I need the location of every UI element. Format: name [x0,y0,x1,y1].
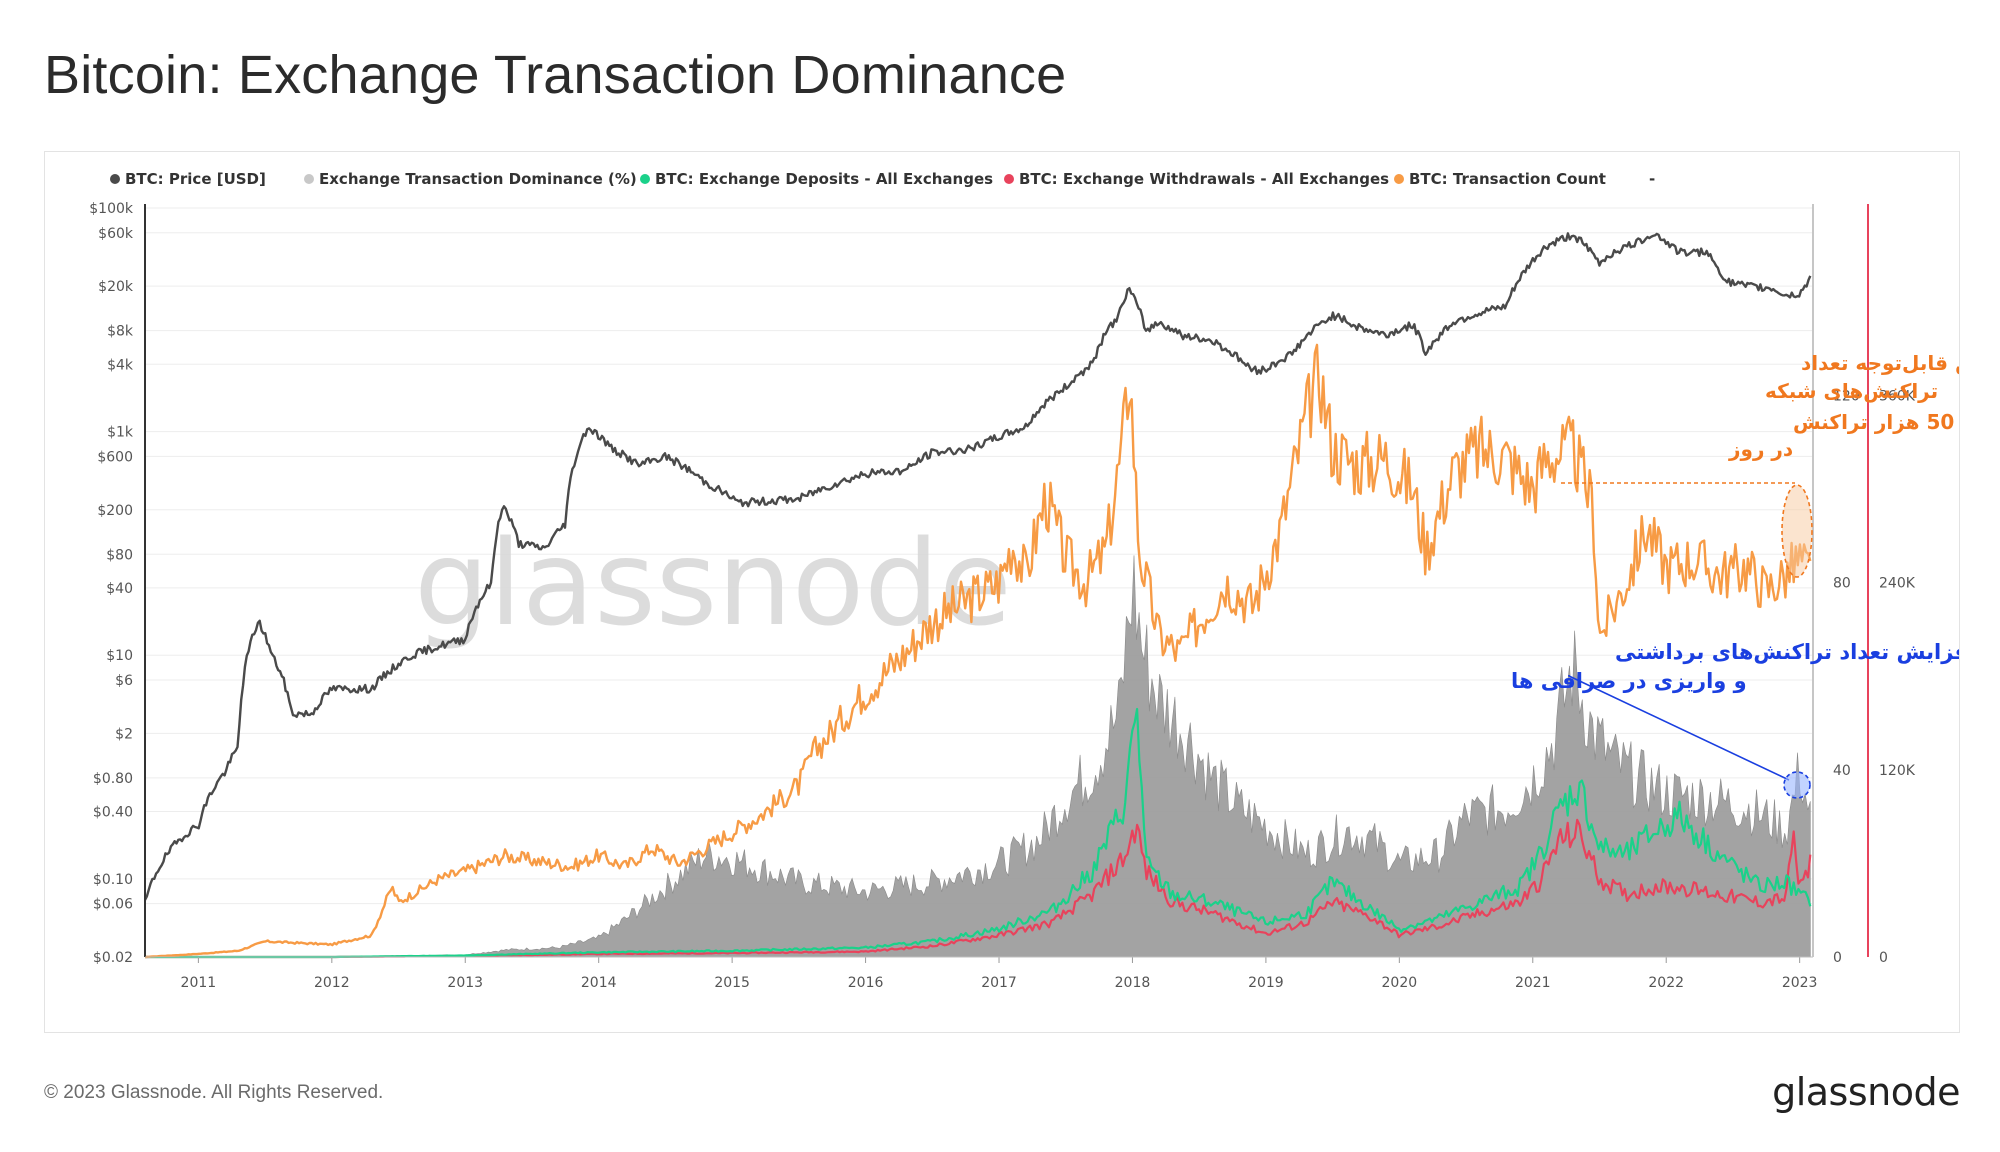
legend-item: BTC: Exchange Deposits - All Exchanges [640,170,993,188]
y-right-count-tick: 120K [1879,763,1916,779]
x-tick-label: 2018 [1115,975,1151,991]
y-tick-label: $0.40 [93,805,133,821]
y-tick-label: $10 [106,648,133,664]
legend-item: - [1649,170,1655,188]
y-tick-label: $0.06 [93,897,133,913]
annotation-orange-sub-2: در روز [1728,437,1793,461]
y-tick-label: $80 [106,547,133,563]
legend-marker [110,174,120,184]
annotation-blue-2: و واریزی در صرافی ها [1511,669,1747,693]
y-tick-label: $600 [97,449,133,465]
x-tick-label: 2012 [314,975,350,991]
legend-item: BTC: Transaction Count [1394,170,1606,188]
y-tick-label: $6 [115,673,133,689]
legend-item: BTC: Price [USD] [110,170,266,188]
y-right-count-tick: 240K [1879,576,1916,592]
y-tick-label: $1k [107,425,134,441]
annotation-blue-line [1568,675,1790,781]
x-tick-label: 2019 [1248,975,1284,991]
brand-logo: glassnode [1772,1070,1960,1114]
x-tick-label: 2013 [447,975,483,991]
chart-container: glassnode $100k $60k $20k $8k $4k $1k $600 $200… [44,151,1960,1033]
y-tick-label: $4k [107,357,134,373]
y-tick-label: $20k [98,279,134,295]
y-tick-label: $60k [98,226,134,242]
annotation-orange-ellipse [1781,484,1813,578]
legend-marker [1004,174,1014,184]
y-tick-label: $8k [107,324,134,340]
legend-label: Exchange Transaction Dominance (%) [319,170,637,188]
y-tick-label: $200 [97,503,133,519]
y-tick-label: $100k [89,201,134,217]
legend-marker [1394,174,1404,184]
y-tick-label: $0.80 [93,771,133,787]
legend-label: BTC: Price [USD] [125,170,266,188]
y-right-dominance-tick: 80 [1833,576,1851,592]
x-tick-label: 2011 [181,975,217,991]
y-tick-label: $40 [106,581,133,597]
x-tick-label: 2017 [981,975,1017,991]
series-line-btc-exchange-deposits-all-exchanges [145,707,1812,959]
y-right-count-tick: 0 [1879,950,1888,966]
annotation-blue-1: عدم افزایش تعداد تراکنش‌های برداشتی [1615,640,1959,664]
legend-item: Exchange Transaction Dominance (%) [304,170,637,188]
y-right-dominance-tick: 0 [1833,950,1842,966]
x-tick-label: 2021 [1515,975,1551,991]
legend-label: BTC: Exchange Deposits - All Exchanges [655,170,993,188]
x-tick-label: 2020 [1382,975,1418,991]
annotations: افزایش قابل‌توجه تعداد تراکنش‌های شبکه بیش… [1511,351,1959,799]
axes: $100k$60k$20k$8k$4k$1k$600$200$80$40$10$… [89,201,1915,991]
legend-marker [640,174,650,184]
annotation-orange-title-1: افزایش قابل‌توجه تعداد [1801,351,1959,375]
series-lines [143,232,1812,959]
series-line-btc-price-usd- [143,232,1812,901]
legend-label: - [1649,170,1655,188]
legend: BTC: Price [USD] Exchange Transaction Dom… [110,170,1655,188]
x-tick-label: 2023 [1782,975,1818,991]
legend-item: BTC: Exchange Withdrawals - All Exchange… [1004,170,1389,188]
y-tick-label: $2 [115,726,133,742]
x-tick-label: 2015 [714,975,750,991]
y-right-dominance-tick: 40 [1833,763,1851,779]
chart-svg: glassnode $100k$60k$20k$8k$4k$1k$600$200… [89,170,1959,991]
legend-marker [304,174,314,184]
annotation-orange-title-2: تراکنش‌های شبکه [1765,379,1938,403]
y-tick-label: $0.10 [93,872,133,888]
page-title: Bitcoin: Exchange Transaction Dominance [44,45,1067,105]
y-right-count-tick: 360K [1879,388,1916,404]
x-tick-label: 2014 [581,975,617,991]
y-right-dominance-tick: 120 [1833,388,1860,404]
legend-label: BTC: Exchange Withdrawals - All Exchange… [1019,170,1389,188]
x-tick-label: 2022 [1648,975,1684,991]
annotation-orange-sub-1: بیش از 50 هزار تراکنش [1793,410,1959,434]
copyright: © 2023 Glassnode. All Rights Reserved. [44,1082,384,1103]
watermark: glassnode [414,514,1011,652]
series-line-btc-transaction-count [144,343,1812,959]
y-tick-label: $0.02 [93,950,133,966]
annotation-blue-circle [1783,771,1811,799]
legend-label: BTC: Transaction Count [1409,170,1606,188]
x-tick-label: 2016 [848,975,884,991]
